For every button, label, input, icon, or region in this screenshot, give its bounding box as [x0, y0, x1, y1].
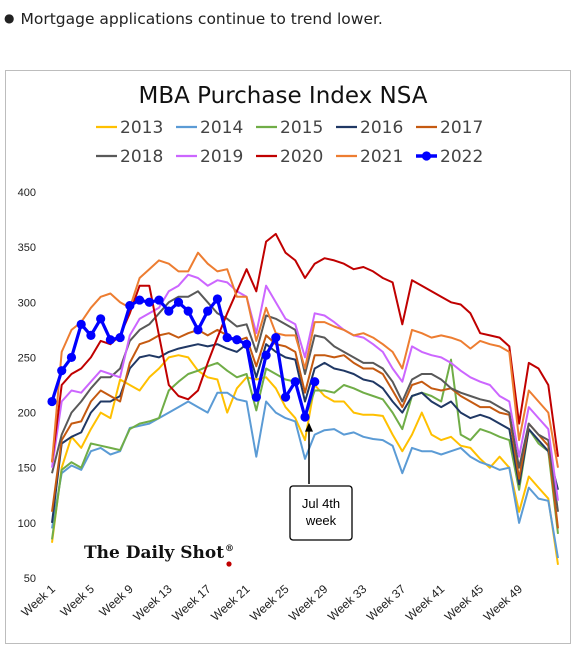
point-2022 — [115, 332, 125, 343]
brand-logo: The Daily Shot® — [84, 543, 234, 567]
legend-label-2021: 2021 — [360, 147, 403, 167]
y-tick-label: 350 — [18, 242, 36, 254]
point-2022 — [203, 306, 213, 316]
point-2022 — [193, 325, 203, 335]
legend-label-2014: 2014 — [200, 118, 243, 138]
x-tick-label: Week 33 — [325, 582, 370, 624]
legend-marker-2022 — [421, 151, 432, 161]
legend-label-2020: 2020 — [280, 147, 323, 167]
y-tick-label: 150 — [18, 463, 36, 475]
bullet-icon: ● — [4, 11, 15, 25]
x-tick-label: Week 41 — [403, 582, 448, 624]
series-line-2018 — [51, 290, 559, 512]
point-2022 — [105, 335, 115, 345]
point-2022 — [212, 294, 223, 304]
point-2022 — [300, 412, 310, 422]
x-tick-label: Week 13 — [130, 582, 175, 624]
annotation-text: Jul 4th — [302, 496, 340, 511]
point-2022 — [261, 350, 271, 360]
legend-label-2018: 2018 — [120, 147, 163, 167]
point-2022 — [125, 300, 135, 311]
x-tick-label: Week 5 — [57, 582, 97, 620]
point-2022 — [271, 332, 281, 343]
y-tick-label: 200 — [18, 408, 36, 420]
chart-title: MBA Purchase Index NSA — [138, 83, 427, 109]
legend-label-2015: 2015 — [280, 118, 323, 138]
x-tick-label: Week 17 — [169, 582, 214, 624]
legend-label-2013: 2013 — [120, 118, 163, 138]
annotation: Jul 4th week — [289, 422, 353, 541]
series-line-2013 — [51, 354, 559, 565]
point-2022 — [164, 306, 174, 316]
y-tick-label: 50 — [24, 573, 36, 585]
svg-text:The Daily Shot®: The Daily Shot® — [84, 543, 234, 563]
point-2022 — [76, 319, 86, 329]
point-2022 — [183, 306, 193, 316]
series-line-2021 — [51, 251, 559, 468]
point-2022 — [96, 314, 106, 324]
x-tick-label: Week 21 — [208, 582, 253, 624]
y-tick-label: 400 — [18, 187, 36, 199]
x-tick-label: Week 37 — [364, 582, 409, 624]
legend: 2013 2014 2015 2016 2017 2018 2019 2020 2021 2022 — [96, 118, 483, 167]
x-tick-label: Week 45 — [442, 582, 487, 624]
caption-text: Mortgage applications continue to trend … — [20, 10, 383, 28]
annotation-box — [289, 485, 353, 541]
y-axis: 50 100 150 200 250 300 350 400 — [18, 187, 36, 585]
point-2022 — [47, 396, 57, 407]
point-2022 — [57, 366, 67, 376]
point-2022 — [66, 352, 77, 363]
point-2022 — [134, 295, 145, 305]
series-line-2020 — [51, 232, 559, 463]
point-2022 — [242, 339, 252, 349]
brand-mark: ® — [225, 544, 234, 554]
series-line-2019 — [51, 273, 559, 501]
point-2022 — [290, 377, 300, 387]
point-2022 — [232, 335, 242, 345]
x-tick-label: Week 29 — [286, 582, 331, 624]
series-line-2016 — [51, 343, 559, 524]
brand-dot-icon — [226, 561, 232, 567]
caption: ● Mortgage applications continue to trend… — [4, 10, 383, 28]
point-2022 — [251, 392, 261, 402]
plot-area — [47, 232, 559, 565]
series-line-2022 — [50, 297, 317, 419]
legend-label-2017: 2017 — [440, 118, 483, 138]
y-tick-label: 100 — [18, 518, 36, 530]
x-tick-label: Week 49 — [481, 582, 526, 624]
point-2022 — [173, 297, 184, 307]
x-tick-label: Week 1 — [19, 582, 59, 620]
point-2022 — [144, 297, 154, 307]
point-2022 — [154, 295, 164, 305]
point-2022 — [280, 392, 291, 402]
y-tick-label: 250 — [18, 352, 36, 364]
brand-text: The Daily Shot — [84, 543, 224, 563]
legend-label-2019: 2019 — [200, 147, 243, 167]
point-2022 — [222, 332, 232, 343]
annotation-arrowhead-icon — [305, 422, 313, 432]
y-tick-label: 300 — [18, 297, 36, 309]
legend-label-2016: 2016 — [360, 118, 403, 138]
legend-label-2022: 2022 — [440, 147, 483, 167]
point-2022 — [310, 377, 320, 387]
point-2022 — [86, 330, 96, 340]
annotation-text: week — [305, 513, 337, 528]
x-tick-label: Week 25 — [247, 582, 292, 624]
series-line-2017 — [51, 328, 559, 529]
